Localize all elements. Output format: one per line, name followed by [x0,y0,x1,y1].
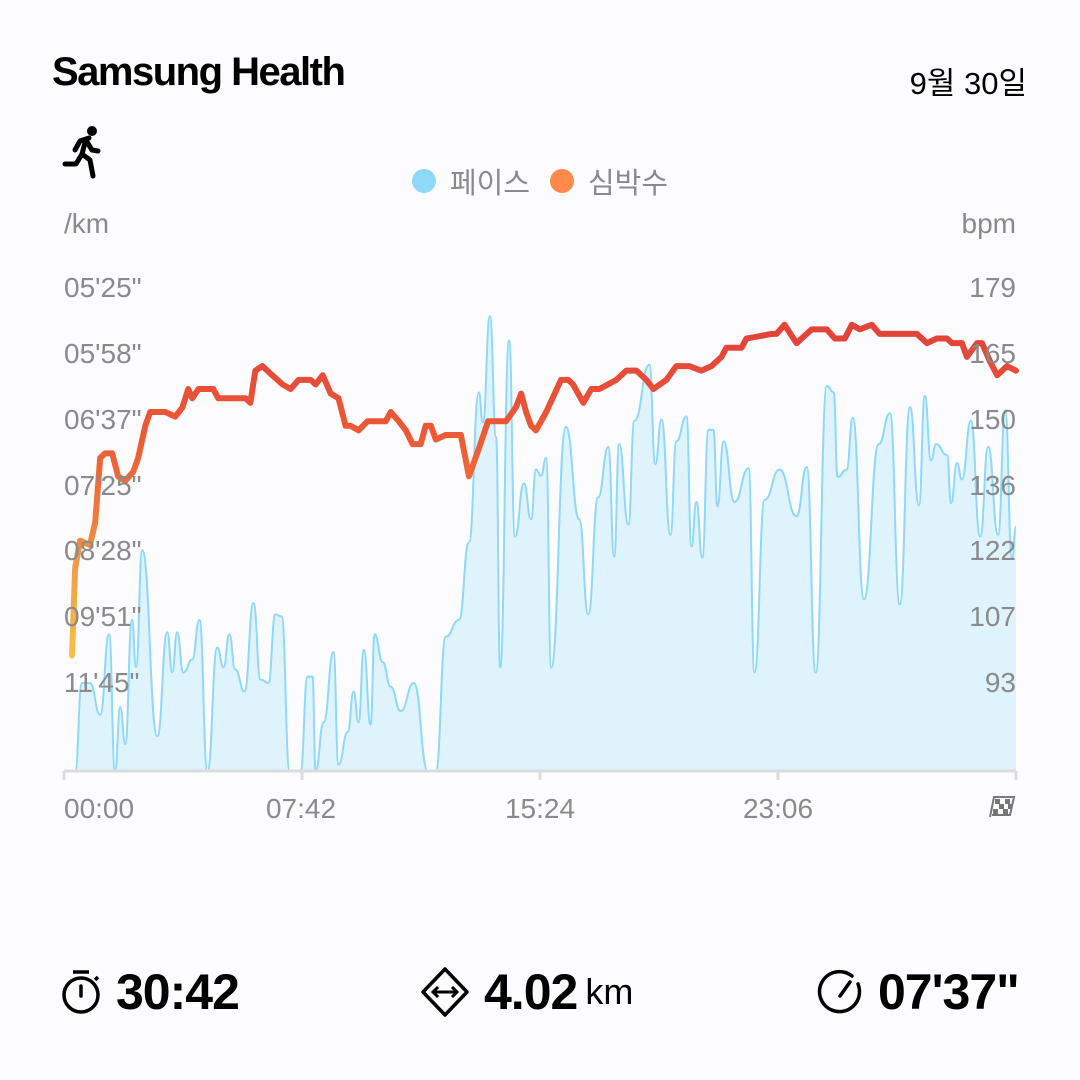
bpm-tick-label: 107 [969,601,1016,632]
avg-pace-value: 07'37" [878,964,1020,1020]
bpm-tick-label: 93 [984,667,1016,698]
x-tick-label: 07:42 [265,793,337,824]
pace-legend-dot [411,169,436,193]
pace-tick-label: 07'25" [64,470,142,501]
distance-value: 4.02 [484,964,578,1020]
pace-tick-label: 06'37" [64,404,142,435]
stopwatch-icon [62,970,100,1014]
pace-tick-label: 05'25" [64,272,142,303]
avg-pace-stat: 07'37" [816,960,1020,1024]
left-axis-unit: /km [64,208,110,239]
bpm-tick-label: 122 [969,535,1016,566]
legend-label-pace: 페이스 [449,168,530,200]
checkered-flag-icon [989,796,1016,818]
bpm-tick-label: 136 [969,470,1016,501]
pace-tick-label: 05'58" [64,338,142,369]
duration-stat: 30:42 [60,960,240,1024]
pace-gauge-icon [817,969,862,1014]
legend-item-heart-rate: 심박수 [550,160,668,202]
distance-icon [421,967,469,1017]
app-title: Samsung Health [52,50,346,94]
bpm-tick-label: 165 [969,338,1016,369]
pace-line [74,315,1017,773]
legend-label-heart-rate: 심박수 [588,168,669,200]
running-icon [62,126,101,179]
x-tick-label: 00:00 [64,793,135,824]
pace-tick-label: 08'28" [64,535,142,566]
workout-date: 9월 30일 [909,66,1027,101]
x-tick-label: 23:06 [742,793,814,824]
heart-rate-legend-dot [550,169,574,193]
duration-value: 30:42 [116,964,240,1020]
chart-legend: 페이스 심박수 [0,160,1080,202]
pace-area [75,316,1017,771]
heart-rate-line [69,321,1019,659]
pace-tick-label: 09'51" [64,601,142,632]
right-axis-unit: bpm [961,208,1016,239]
distance-unit: km [585,971,634,1012]
x-tick-label: 15:24 [504,793,576,824]
bpm-tick-label: 150 [969,404,1016,435]
bpm-tick-label: 179 [969,272,1016,303]
pace-tick-label: 11'45" [64,667,140,698]
distance-stat: 4.02 km [420,960,633,1024]
legend-item-pace: 페이스 [411,160,530,202]
